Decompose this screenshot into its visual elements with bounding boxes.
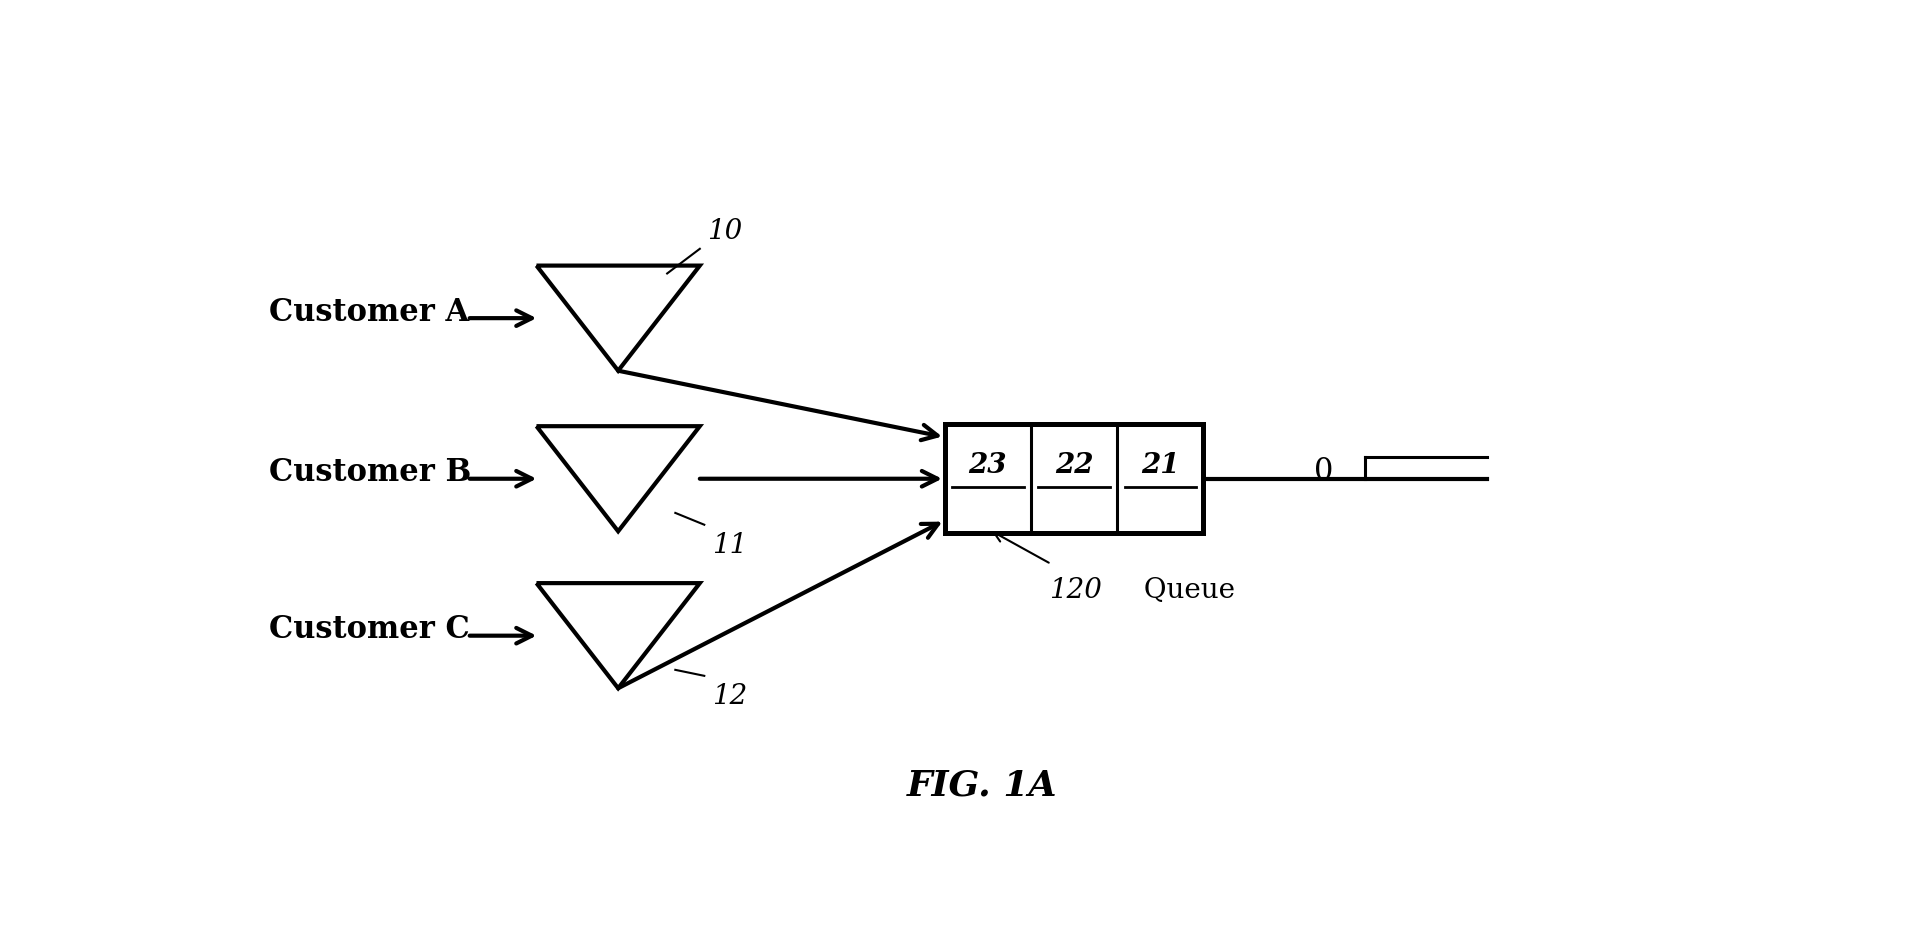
Text: 10: 10 [707, 218, 743, 246]
Text: 22: 22 [1056, 452, 1094, 479]
Text: Customer C: Customer C [268, 614, 469, 646]
Text: 21: 21 [1140, 452, 1180, 479]
Text: 12: 12 [711, 684, 747, 710]
Text: Queue: Queue [1134, 577, 1236, 604]
Text: 11: 11 [711, 532, 747, 559]
Text: FIG. 1A: FIG. 1A [906, 768, 1058, 802]
Text: 23: 23 [969, 452, 1008, 479]
Text: Customer B: Customer B [268, 457, 471, 488]
Text: Customer A: Customer A [268, 297, 469, 328]
Text: 120: 120 [1048, 577, 1102, 604]
FancyBboxPatch shape [945, 424, 1203, 534]
Text: 0: 0 [1314, 456, 1334, 487]
